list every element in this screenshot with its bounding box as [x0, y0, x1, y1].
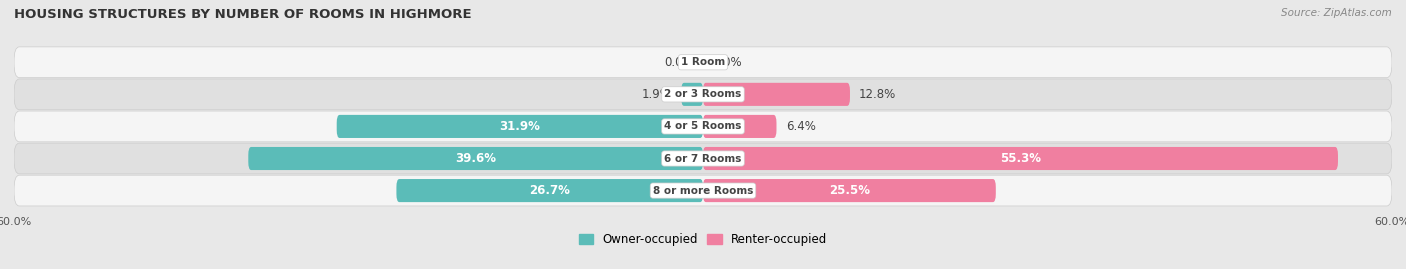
Text: 6 or 7 Rooms: 6 or 7 Rooms: [664, 154, 742, 164]
Text: 2 or 3 Rooms: 2 or 3 Rooms: [665, 89, 741, 99]
FancyBboxPatch shape: [703, 147, 1339, 170]
Legend: Owner-occupied, Renter-occupied: Owner-occupied, Renter-occupied: [574, 228, 832, 251]
Text: 26.7%: 26.7%: [529, 184, 571, 197]
FancyBboxPatch shape: [703, 115, 776, 138]
FancyBboxPatch shape: [14, 143, 1392, 174]
FancyBboxPatch shape: [249, 147, 703, 170]
FancyBboxPatch shape: [703, 179, 995, 202]
Text: 39.6%: 39.6%: [456, 152, 496, 165]
Text: 8 or more Rooms: 8 or more Rooms: [652, 186, 754, 196]
Text: 6.4%: 6.4%: [786, 120, 815, 133]
FancyBboxPatch shape: [14, 175, 1392, 206]
Text: 1.9%: 1.9%: [643, 88, 672, 101]
Text: 0.0%: 0.0%: [664, 56, 693, 69]
Text: 4 or 5 Rooms: 4 or 5 Rooms: [664, 121, 742, 132]
Text: Source: ZipAtlas.com: Source: ZipAtlas.com: [1281, 8, 1392, 18]
Text: 31.9%: 31.9%: [499, 120, 540, 133]
Text: 1 Room: 1 Room: [681, 57, 725, 67]
FancyBboxPatch shape: [14, 79, 1392, 110]
FancyBboxPatch shape: [336, 115, 703, 138]
Text: 0.0%: 0.0%: [713, 56, 742, 69]
Text: 55.3%: 55.3%: [1000, 152, 1040, 165]
FancyBboxPatch shape: [681, 83, 703, 106]
FancyBboxPatch shape: [396, 179, 703, 202]
Text: 25.5%: 25.5%: [830, 184, 870, 197]
Text: HOUSING STRUCTURES BY NUMBER OF ROOMS IN HIGHMORE: HOUSING STRUCTURES BY NUMBER OF ROOMS IN…: [14, 8, 471, 21]
FancyBboxPatch shape: [14, 47, 1392, 78]
FancyBboxPatch shape: [703, 83, 851, 106]
FancyBboxPatch shape: [14, 111, 1392, 142]
Text: 12.8%: 12.8%: [859, 88, 897, 101]
